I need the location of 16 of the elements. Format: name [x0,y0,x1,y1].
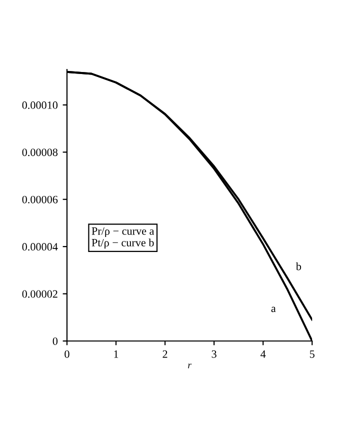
y-tick-label: 0.00008 [22,148,58,156]
series-label: a [271,306,276,312]
y-tick-label: 0.00004 [22,243,58,251]
x-tick-label: 4 [260,350,266,358]
series-label: b [296,262,302,270]
x-tick-label: 2 [162,350,168,358]
x-tick-label: 3 [212,350,216,358]
y-tick-label: 0 [52,337,58,345]
x-tick-label: 5 [310,350,314,358]
x-tick-label: 0 [64,350,70,358]
y-tick-label: 0.00010 [22,101,58,109]
annotation: Pr/ρ − curve a Pt/ρ − curve b [92,227,154,249]
x-axis-title: r [188,364,192,368]
x-tick-label: 1 [114,350,118,358]
y-tick-label: 0.00006 [22,196,58,204]
y-tick-label: 0.00002 [22,290,58,298]
